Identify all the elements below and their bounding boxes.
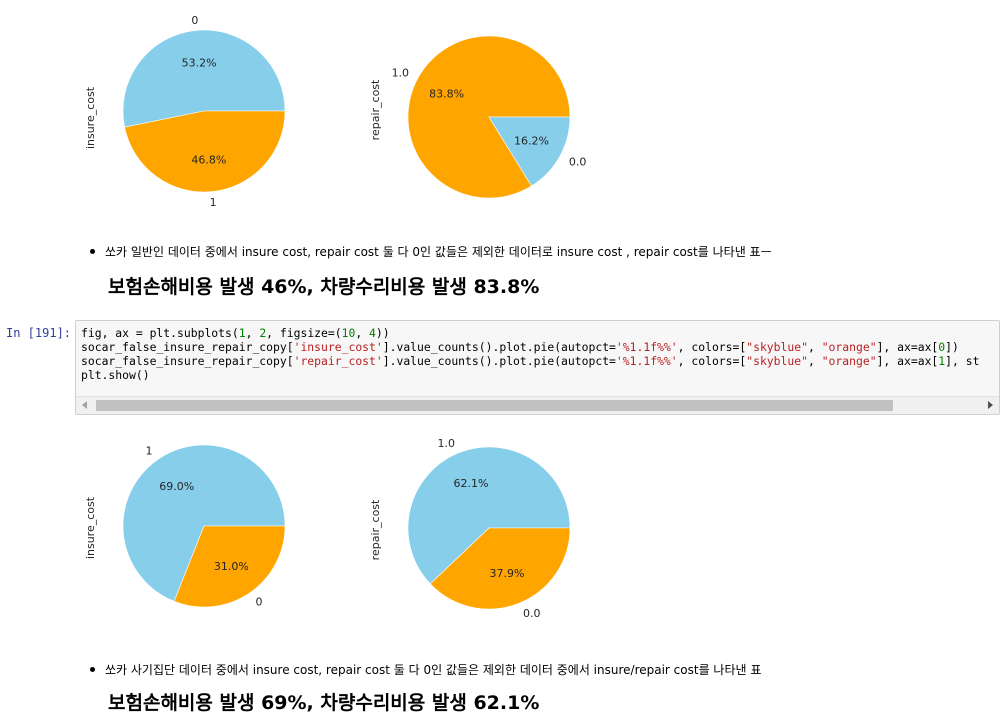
pie-repair-top-pct-1.0: 83.8% bbox=[429, 87, 464, 100]
pie-repair-bottom-ylabel: repair_cost bbox=[369, 499, 382, 560]
pie-insure-bottom-pct-0: 31.0% bbox=[214, 560, 249, 573]
bullet-dot bbox=[90, 249, 95, 254]
pie-insure-top-ylabel: insure_cost bbox=[84, 86, 97, 149]
code-line-4: plt.show() bbox=[81, 368, 150, 382]
heading-1: 보험손해비용 발생 46%, 차량수리비용 발생 83.8% bbox=[108, 276, 540, 298]
bullet-note-2: 쏘카 사기집단 데이터 중에서 insure cost, repair cost… bbox=[90, 661, 761, 678]
pie-repair-top-pct-0.0: 16.2% bbox=[514, 135, 549, 148]
pie-insure-bottom-label-1: 1 bbox=[146, 444, 153, 457]
pie-repair-bottom-slice-1.0 bbox=[407, 446, 571, 585]
bullet-dot bbox=[90, 667, 95, 672]
pie-insure-bottom-ylabel: insure_cost bbox=[84, 496, 97, 559]
pie-insure-bottom-pct-1: 69.0% bbox=[159, 480, 194, 493]
pie-repair-bottom-slice-0.0 bbox=[429, 527, 571, 610]
heading-2: 보험손해비용 발생 69%, 차량수리비용 발생 62.1% bbox=[108, 692, 540, 714]
pie-repair-bottom-label-0.0: 0.0 bbox=[523, 607, 541, 620]
pie-insure-top-pct-1: 46.8% bbox=[191, 153, 226, 166]
pie-repair-top-label-1.0: 1.0 bbox=[392, 66, 410, 79]
pie-insure-top-label-1: 1 bbox=[210, 196, 217, 209]
pie-repair-top-slice-0.0 bbox=[488, 116, 571, 187]
pie-repair-top-ylabel: repair_cost bbox=[369, 79, 382, 140]
bullet-note-1-text: 쏘카 일반인 데이터 중에서 insure cost, repair cost … bbox=[105, 245, 772, 259]
pie-repair-bottom-pct-0.0: 37.9% bbox=[490, 567, 525, 580]
code-line-3: socar_false_insure_repair_copy['repair_c… bbox=[81, 354, 980, 368]
pie-chart-insure-cost-top: insure_cost 53.2% 0 46.8% 1 bbox=[80, 10, 300, 210]
pie-insure-bottom-label-0: 0 bbox=[255, 596, 262, 609]
pie-insure-top-pct-0: 53.2% bbox=[182, 57, 217, 70]
pie-chart-repair-cost-bottom: repair_cost 62.1% 1.0 37.9% 0.0 bbox=[365, 437, 605, 620]
code-line-2: socar_false_insure_repair_copy['insure_c… bbox=[81, 340, 959, 354]
pie-repair-bottom-pct-1.0: 62.1% bbox=[453, 477, 488, 490]
bullet-note-2-text: 쏘카 사기집단 데이터 중에서 insure cost, repair cost… bbox=[105, 663, 762, 677]
scrollbar-thumb[interactable] bbox=[96, 400, 893, 411]
cell-prompt: In [191]: bbox=[6, 326, 72, 340]
pie-insure-top-slice-1 bbox=[124, 110, 286, 193]
scroll-right-arrow-icon[interactable] bbox=[988, 401, 993, 409]
bullet-note-1: 쏘카 일반인 데이터 중에서 insure cost, repair cost … bbox=[90, 243, 772, 260]
code-editor[interactable]: fig, ax = plt.subplots(1, 2, figsize=(10… bbox=[81, 326, 979, 382]
pie-chart-insure-cost-bottom: insure_cost 69.0% 1 31.0% 0 bbox=[80, 440, 300, 620]
pie-repair-bottom-label-1.0: 1.0 bbox=[438, 437, 456, 450]
pie-repair-top-label-0.0: 0.0 bbox=[569, 156, 587, 169]
scroll-left-arrow-icon[interactable] bbox=[82, 401, 87, 409]
pie-insure-top-label-0: 0 bbox=[191, 14, 198, 27]
pie-insure-bottom-slice-0 bbox=[173, 525, 286, 608]
pie-insure-top-slice-0 bbox=[122, 29, 286, 128]
code-line-1: fig, ax = plt.subplots(1, 2, figsize=(10… bbox=[81, 326, 390, 340]
horizontal-scrollbar[interactable] bbox=[76, 396, 999, 414]
pie-insure-bottom-slice-1 bbox=[122, 444, 286, 602]
code-cell[interactable]: fig, ax = plt.subplots(1, 2, figsize=(10… bbox=[75, 320, 1000, 415]
pie-chart-repair-cost-top: repair_cost 83.8% 1.0 16.2% 0.0 bbox=[365, 10, 605, 210]
